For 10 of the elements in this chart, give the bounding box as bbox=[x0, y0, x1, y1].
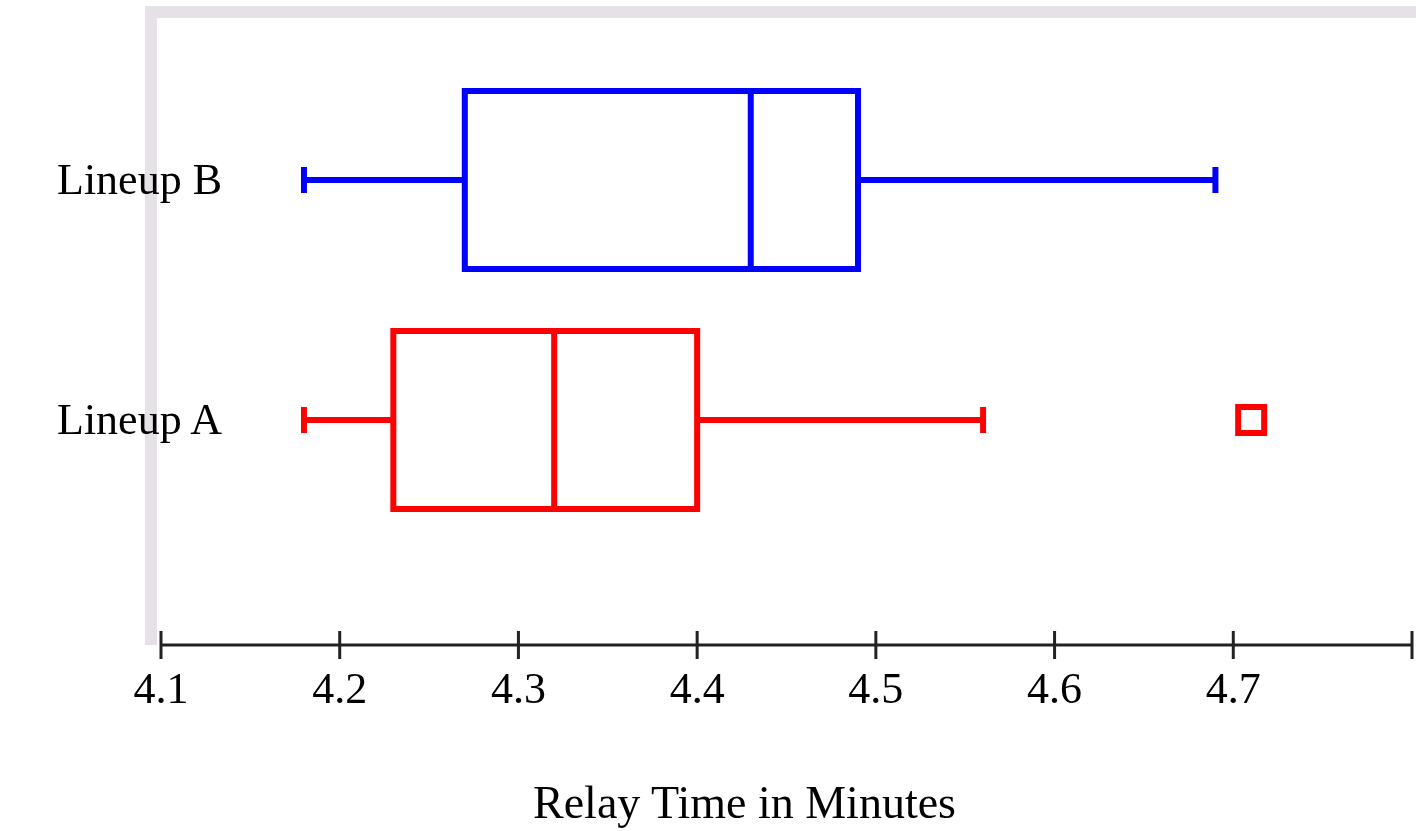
x-tick-label: 4.5 bbox=[848, 664, 904, 713]
x-tick-label: 4.4 bbox=[669, 664, 725, 713]
x-tick-label: 4.3 bbox=[490, 664, 546, 713]
x-tick-label: 4.6 bbox=[1027, 664, 1083, 713]
x-tick-label: 4.7 bbox=[1205, 664, 1261, 713]
y-tick-label: Lineup A bbox=[57, 395, 223, 444]
x-tick-label: 4.2 bbox=[312, 664, 368, 713]
x-tick-label: 4.1 bbox=[133, 664, 189, 713]
y-tick-label: Lineup B bbox=[57, 155, 222, 204]
x-axis-title: Relay Time in Minutes bbox=[533, 777, 956, 828]
